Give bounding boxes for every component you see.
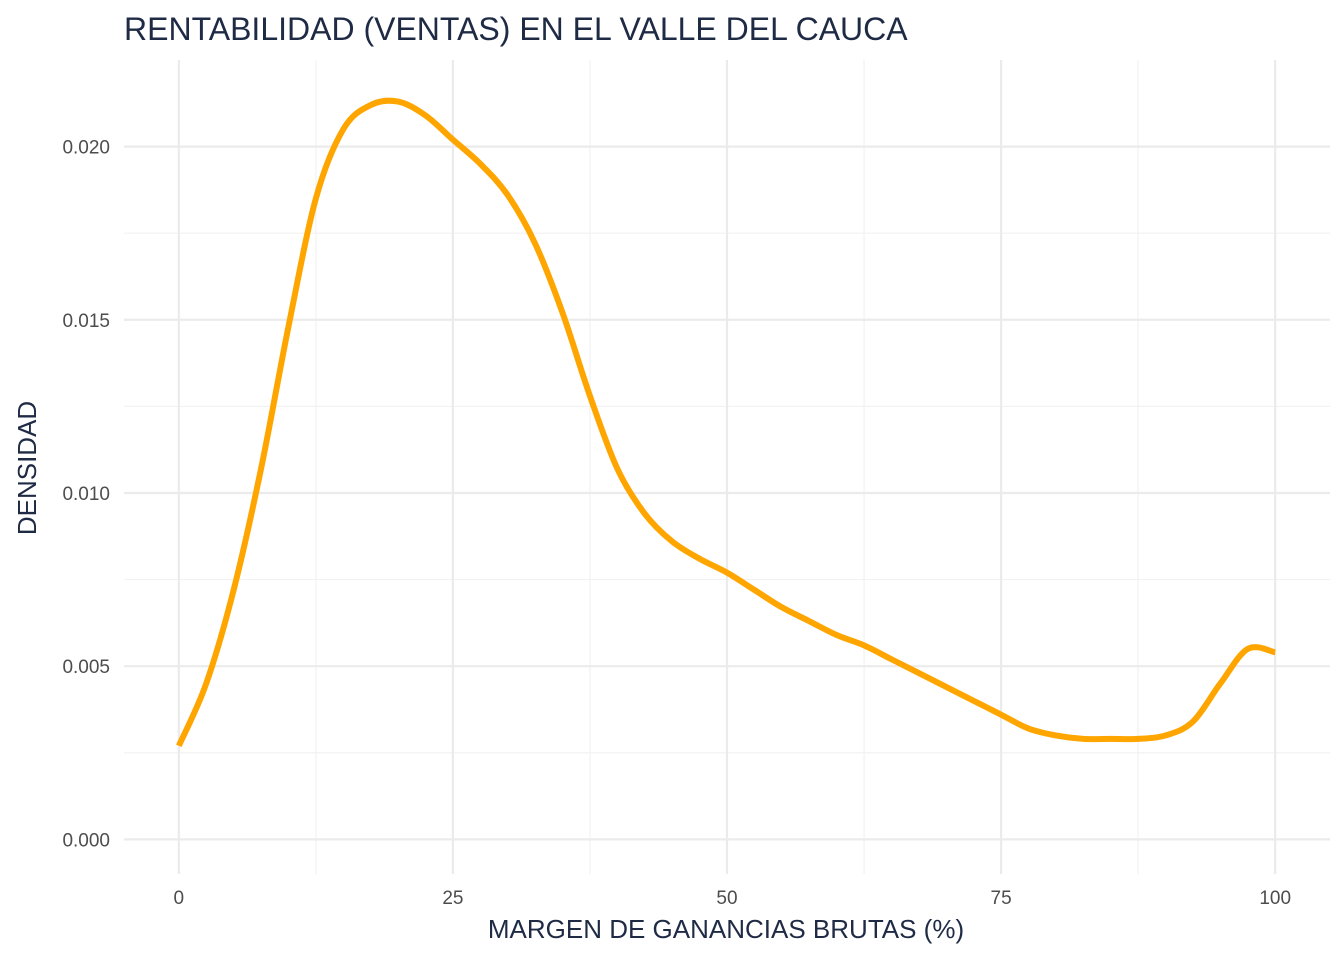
x-tick-label: 100: [1259, 888, 1291, 909]
density-line: [176, 97, 1276, 748]
x-tick-label: 50: [716, 888, 737, 909]
y-tick-label: 0.020: [62, 138, 110, 159]
y-tick-label: 0.010: [62, 484, 110, 505]
y-axis-title: DENSIDAD: [12, 401, 42, 535]
x-axis-ticks: 0 25 50 75 100: [174, 888, 1292, 909]
y-tick-label: 0.000: [62, 830, 110, 851]
x-axis-title: MARGEN DE GANANCIAS BRUTAS (%): [488, 914, 964, 944]
y-tick-label: 0.015: [62, 311, 110, 332]
x-tick-label: 75: [991, 888, 1012, 909]
y-tick-label: 0.005: [62, 657, 110, 678]
x-tick-label: 25: [442, 888, 463, 909]
grid: [124, 60, 1330, 874]
x-tick-label: 0: [174, 888, 185, 909]
chart-title: RENTABILIDAD (VENTAS) EN EL VALLE DEL CA…: [124, 11, 908, 47]
y-axis-ticks: 0.000 0.005 0.010 0.015 0.020: [62, 138, 110, 852]
density-curve-layer: [176, 97, 1276, 748]
